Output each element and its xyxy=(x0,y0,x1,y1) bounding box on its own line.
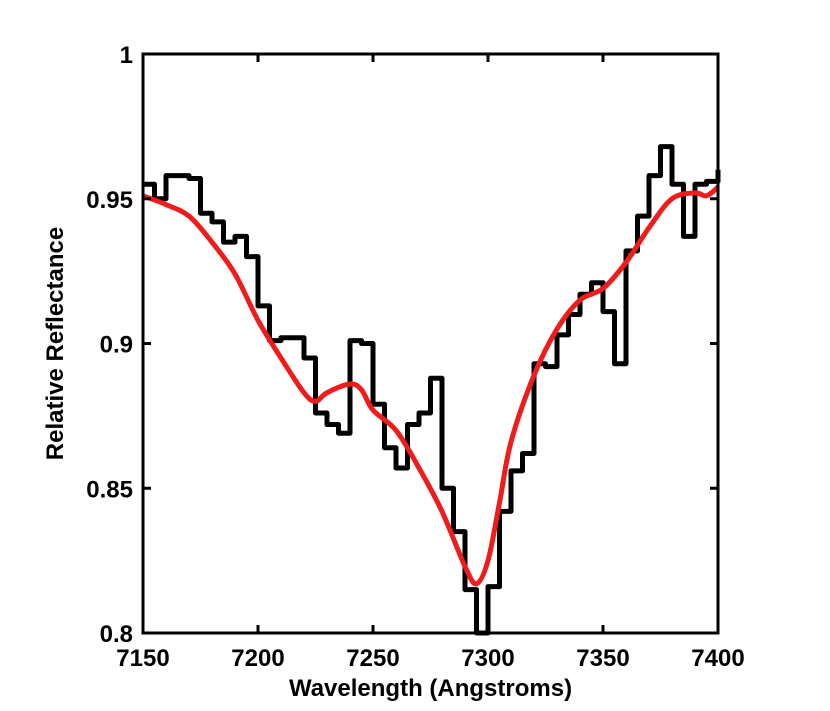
x-tick-label: 7350 xyxy=(576,645,629,672)
series-observed-spectrum xyxy=(143,144,721,636)
series-smoothed-fit xyxy=(142,185,720,587)
y-tick-label: 0.9 xyxy=(100,332,133,359)
x-axis-label: Wavelength (Angstroms) xyxy=(289,675,572,702)
labels-layer: 7150 7200 7250 7300 7350 7400 0.8 0.85 0.9 0.95 1 xyxy=(86,42,744,672)
plot-frame xyxy=(141,52,720,635)
y-tick-label: 0.85 xyxy=(86,476,133,503)
ticks-layer xyxy=(141,52,720,635)
y-tick-label: 1 xyxy=(120,42,133,69)
y-tick-label: 0.8 xyxy=(100,621,133,648)
x-tick-label: 7300 xyxy=(461,645,514,672)
y-axis-label: Relative Reflectance xyxy=(42,227,69,460)
series-layer xyxy=(142,144,721,636)
x-tick-label: 7200 xyxy=(231,645,284,672)
x-tick-label: 7150 xyxy=(116,645,169,672)
x-tick-label: 7250 xyxy=(346,645,399,672)
y-tick-label: 0.95 xyxy=(86,187,133,214)
x-tick-label: 7400 xyxy=(691,645,744,672)
